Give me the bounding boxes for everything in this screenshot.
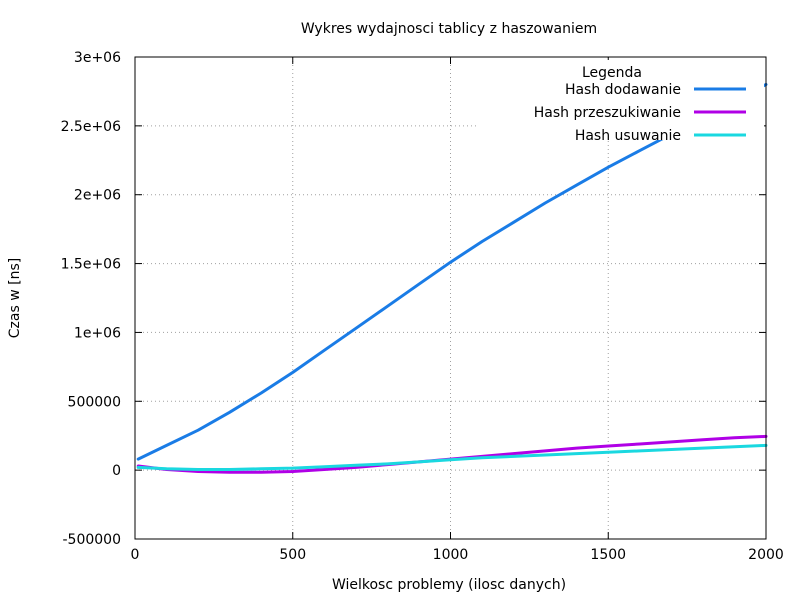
legend-title: Legenda xyxy=(582,65,642,81)
chart-title: Wykres wydajnosci tablicy z haszowaniem xyxy=(301,21,597,37)
x-tick-label: 1000 xyxy=(433,547,469,563)
legend-entry-label: Hash dodawanie xyxy=(565,82,681,98)
legend: Legenda Hash dodawanie Hash przeszukiwani… xyxy=(478,60,764,144)
x-tick-label: 2000 xyxy=(748,547,784,563)
y-tick-label: 3e+06 xyxy=(74,50,121,66)
y-tick-label: -500000 xyxy=(63,532,122,548)
x-tick-label: 500 xyxy=(279,547,306,563)
legend-background xyxy=(478,60,764,140)
y-tick-label: 2e+06 xyxy=(74,188,121,204)
y-tick-label: 0 xyxy=(112,463,121,479)
y-tick-label: 1.5e+06 xyxy=(61,257,122,273)
legend-entry-label: Hash przeszukiwanie xyxy=(534,105,681,121)
series-line-3 xyxy=(136,443,768,471)
y-tick-label: 2.5e+06 xyxy=(61,119,122,135)
x-tick-label: 1500 xyxy=(590,547,626,563)
y-tick-label: 500000 xyxy=(68,394,121,410)
x-tick-label: 0 xyxy=(131,547,140,563)
x-axis-label: Wielkosc problemy (ilosc danych) xyxy=(332,577,566,593)
axis-tick-labels: 0 500 1000 1500 2000 -500000 0 500000 1e+06 1.5e+… xyxy=(61,50,784,563)
y-tick-label: 1e+06 xyxy=(74,325,121,341)
y-axis-label: Czas w [ns] xyxy=(7,258,23,338)
legend-entry-label: Hash usuwanie xyxy=(575,128,681,144)
series-line-2 xyxy=(136,434,768,474)
